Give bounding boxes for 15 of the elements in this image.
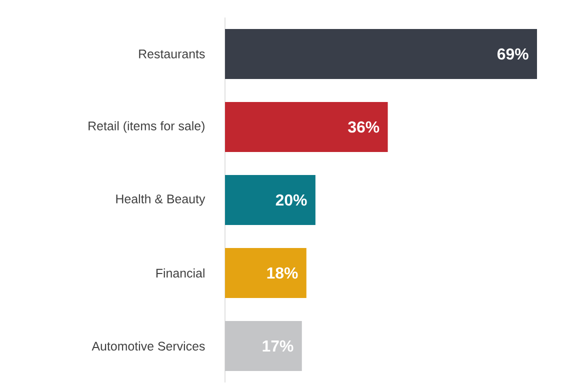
bar (225, 248, 306, 298)
bar (225, 321, 302, 372)
data-label: 18% (267, 267, 298, 279)
bar (225, 175, 316, 226)
bar (225, 102, 388, 152)
y-tick-label: Retail (items for sale) (88, 121, 204, 133)
y-tick-label: Automotive Services (92, 341, 205, 351)
data-label: 17% (262, 340, 294, 352)
y-tick-label: Restaurants (139, 50, 205, 58)
y-tick-label: Health & Beauty (116, 194, 206, 206)
bar (225, 29, 537, 80)
y-tick-label: Financial (156, 268, 204, 278)
data-label: 20% (276, 194, 307, 206)
data-label: 36% (348, 121, 380, 133)
data-label: 69% (497, 48, 528, 60)
